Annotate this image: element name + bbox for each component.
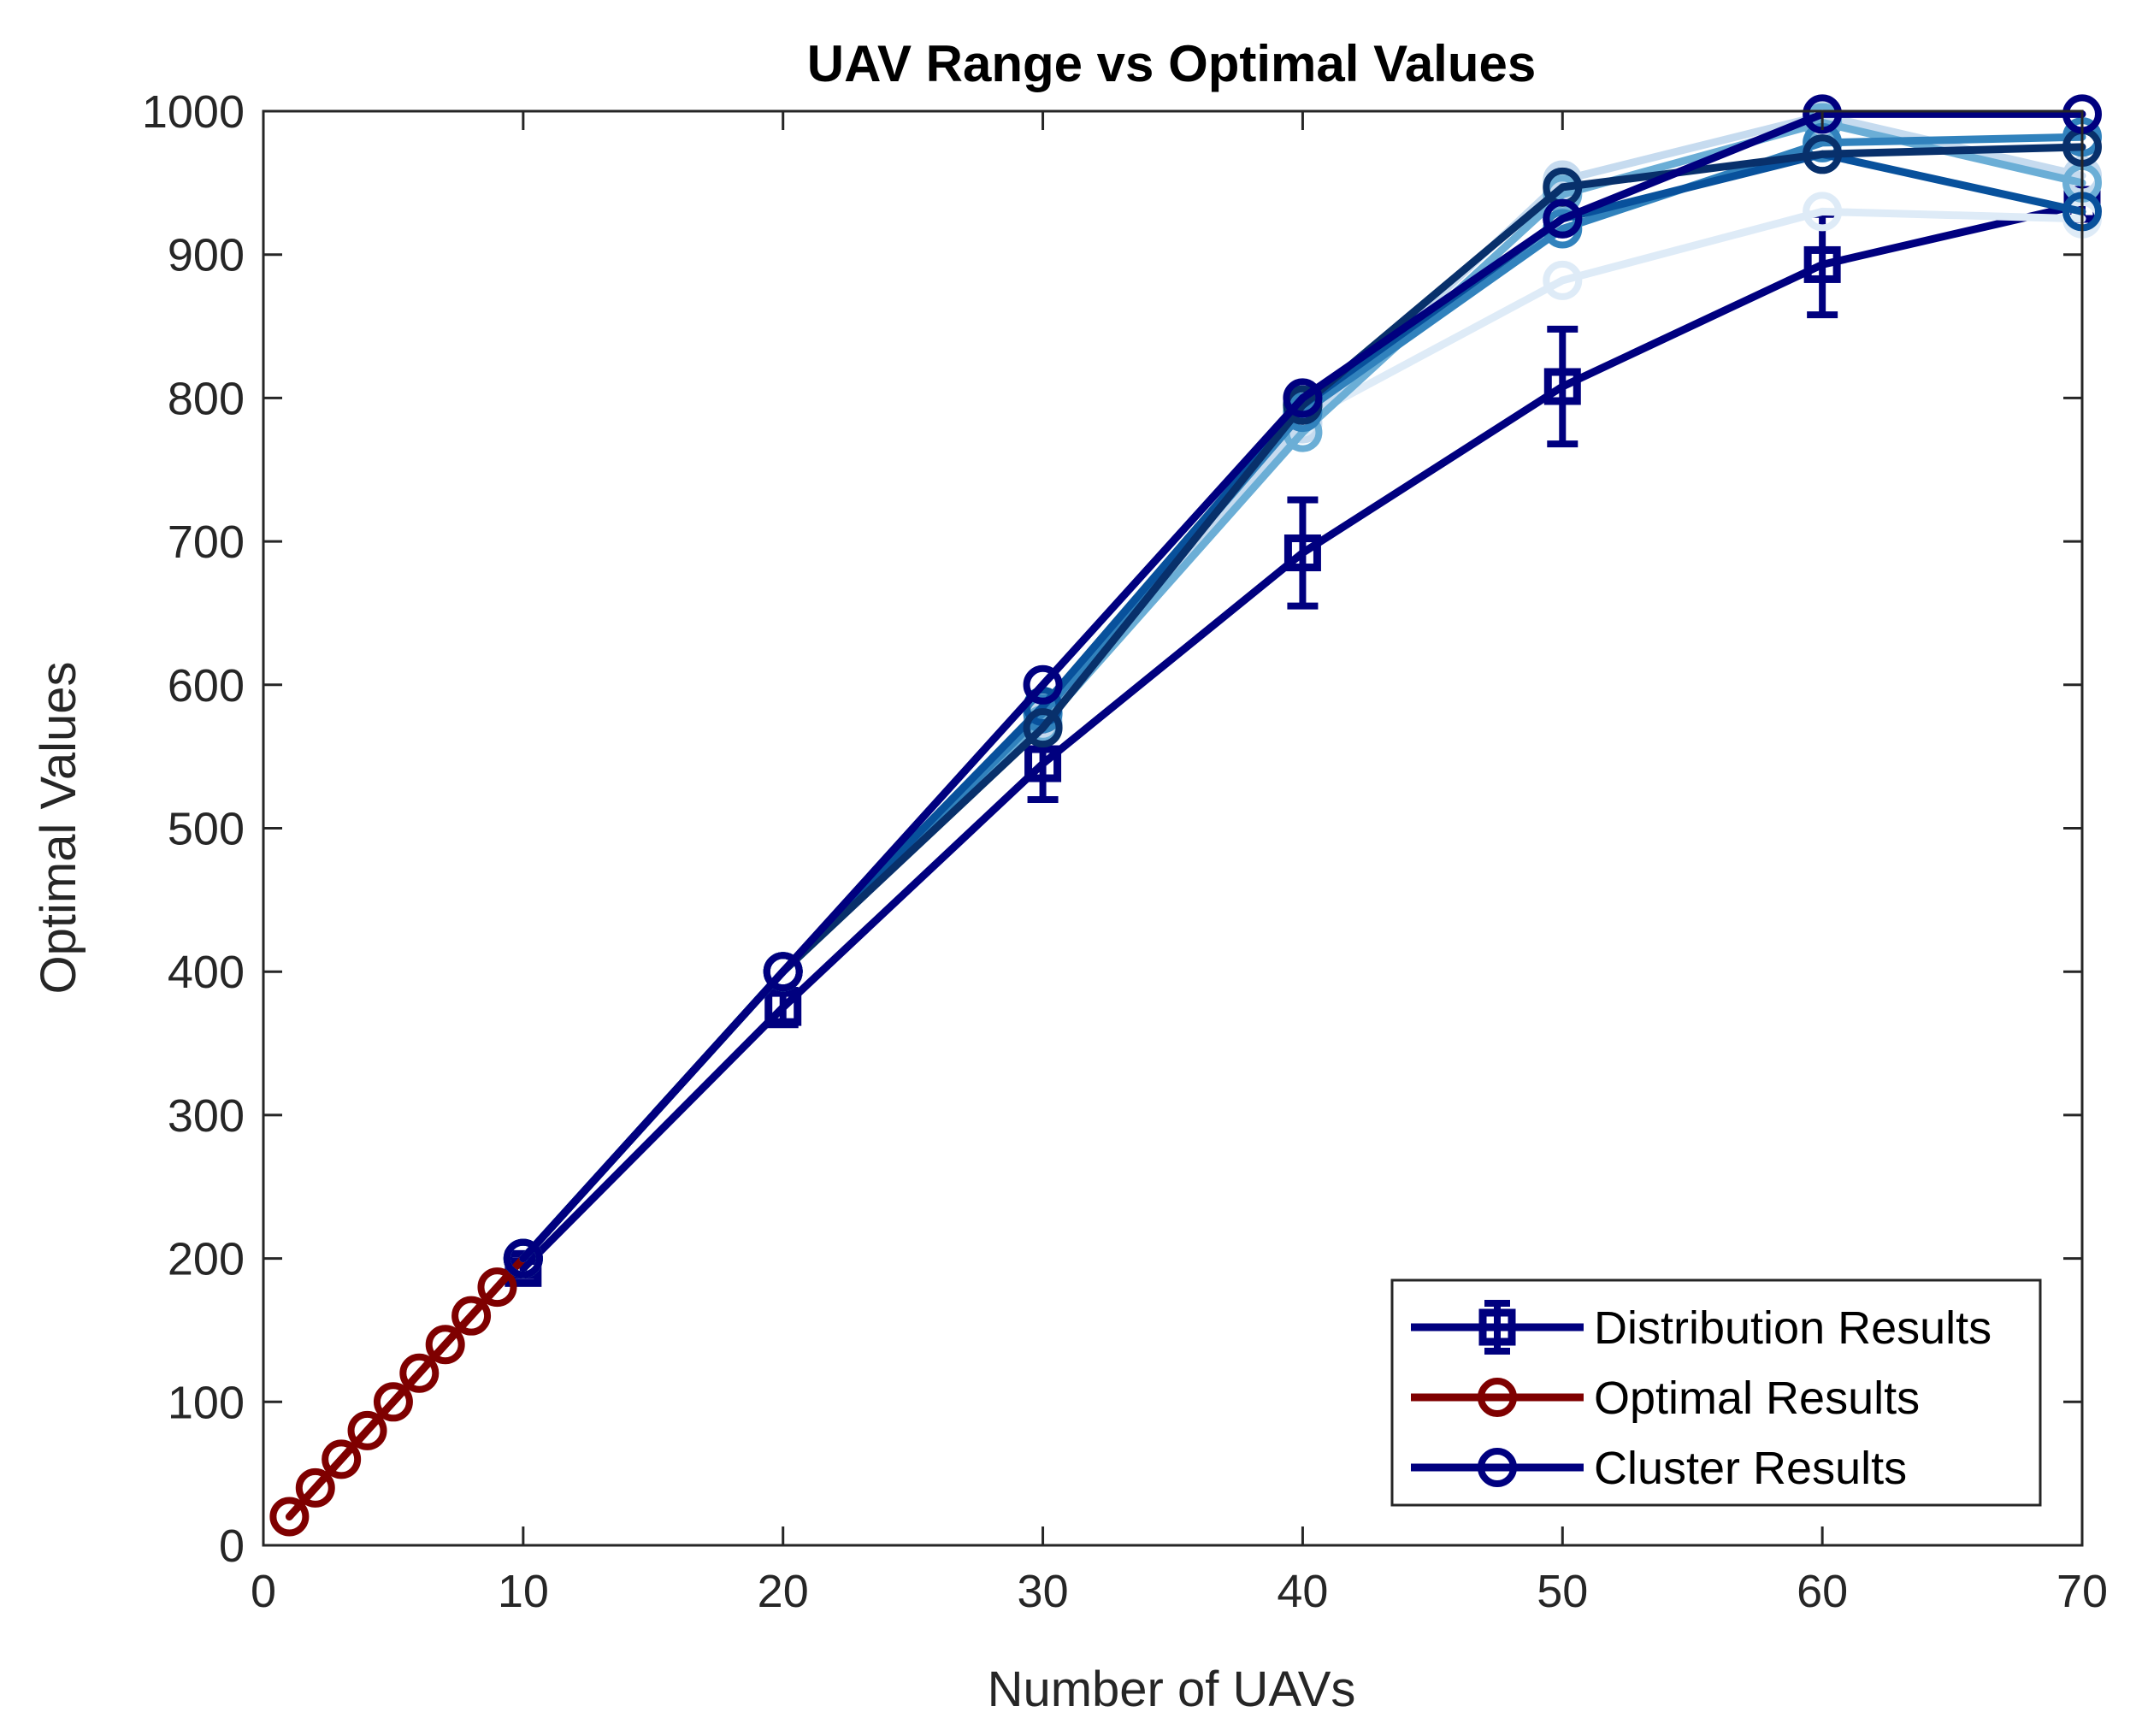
legend-label: Distribution Results	[1594, 1302, 1992, 1354]
x-tick-label: 0	[251, 1566, 276, 1617]
circle-marker	[1543, 198, 1583, 239]
circle-marker	[1543, 260, 1583, 300]
circle-marker	[1283, 378, 1323, 418]
circle-marker	[1023, 708, 1063, 748]
circle-marker	[399, 1353, 440, 1393]
legend-label: Optimal Results	[1594, 1373, 1920, 1424]
x-axis-label: Number of UAVs	[988, 1662, 1356, 1717]
circle-marker	[322, 1439, 362, 1479]
legend-entry: Distribution Results	[1411, 1300, 1992, 1355]
y-tick-label: 200	[168, 1234, 245, 1285]
y-tick-label: 300	[168, 1090, 245, 1142]
circle-marker	[1023, 664, 1063, 705]
x-tick-label: 60	[1797, 1566, 1848, 1617]
circle-marker	[347, 1410, 387, 1450]
legend: Distribution Results Optimal Results Clust…	[1390, 1278, 2042, 1507]
x-tick-label: 40	[1277, 1566, 1328, 1617]
y-tick-label: 800	[168, 373, 245, 424]
circle-marker	[425, 1325, 465, 1365]
circle-marker	[269, 1497, 310, 1537]
legend-label: Cluster Results	[1594, 1443, 1907, 1494]
y-tick-label: 0	[219, 1520, 245, 1572]
y-tick-label: 500	[168, 804, 245, 855]
square-marker	[1024, 745, 1062, 782]
square-marker	[764, 989, 802, 1026]
circle-marker	[295, 1467, 335, 1508]
x-tick-label: 30	[1018, 1566, 1069, 1617]
legend-circle-marker	[1478, 1378, 1517, 1417]
x-tick-label: 10	[498, 1566, 549, 1617]
circle-marker	[1803, 134, 1843, 174]
square-marker	[1543, 368, 1581, 405]
y-tick-label: 1000	[142, 86, 245, 138]
y-tick-label: 700	[168, 517, 245, 568]
circle-marker	[763, 952, 803, 992]
series-layer	[269, 94, 2102, 1537]
y-tick-label: 600	[168, 660, 245, 712]
y-tick-label: 900	[168, 230, 245, 281]
y-tick-label: 400	[168, 947, 245, 998]
circle-marker	[1803, 192, 1843, 232]
circle-marker	[503, 1238, 543, 1278]
circle-marker	[477, 1267, 517, 1308]
legend-entry: Cluster Results	[1411, 1443, 1907, 1494]
legend-square-marker	[1478, 1308, 1516, 1346]
chart-title: UAV Range vs Optimal Values	[807, 35, 1537, 92]
x-tick-label: 50	[1537, 1566, 1588, 1617]
legend-circle-marker	[1478, 1448, 1517, 1487]
circle-marker	[1803, 94, 1843, 134]
circle-marker	[373, 1382, 413, 1422]
x-tick-label: 20	[758, 1566, 809, 1617]
square-marker	[1283, 534, 1321, 572]
circle-marker	[451, 1296, 492, 1336]
y-axis-label: Optimal Values	[31, 662, 86, 995]
y-tick-label: 100	[168, 1377, 245, 1428]
legend-entry: Optimal Results	[1411, 1373, 1920, 1424]
square-marker	[1803, 245, 1841, 283]
ticks-layer: 0 10 20 30 40 50 60 700100200300400500600700800…	[142, 86, 2108, 1617]
x-tick-label: 70	[2056, 1566, 2108, 1617]
